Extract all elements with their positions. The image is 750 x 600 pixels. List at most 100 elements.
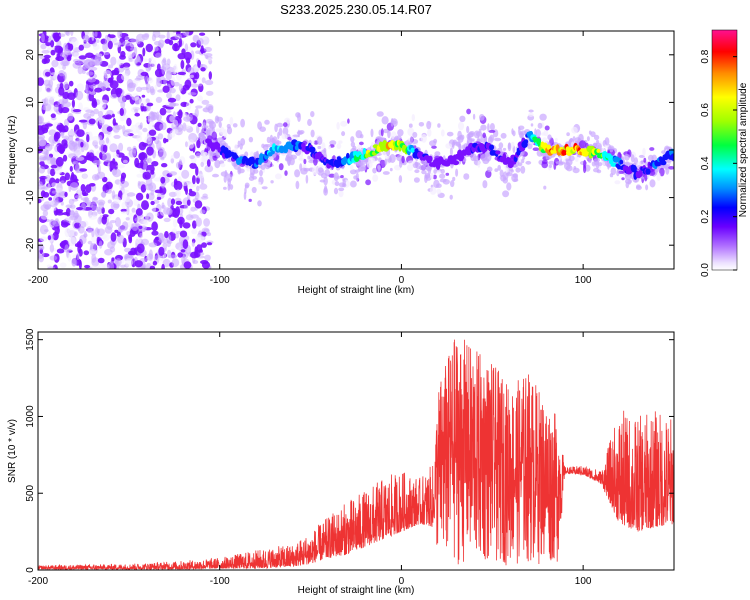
heatmap-cell: [158, 34, 166, 39]
heatmap-cell: [143, 162, 147, 171]
heatmap-cell: [141, 238, 149, 246]
heatmap-cell: [91, 227, 95, 238]
heatmap-cell: [149, 265, 156, 269]
heatmap-cell: [350, 180, 357, 188]
heatmap-cell: [60, 180, 65, 185]
heatmap-cell: [609, 146, 614, 153]
heatmap-cell: [372, 167, 377, 174]
heatmap-cell: [196, 124, 200, 134]
heatmap-cell: [295, 180, 300, 190]
heatmap-cell: [198, 83, 203, 87]
heatmap-cell: [71, 99, 75, 108]
heatmap-cell: [498, 142, 504, 149]
heatmap-cell: [126, 192, 136, 197]
heatmap-cell: [74, 231, 78, 237]
heatmap-cell: [596, 169, 602, 174]
heatmap-cell: [131, 207, 136, 213]
heatmap-cell: [83, 141, 89, 151]
heatmap-cell: [578, 140, 587, 149]
heatmap-cell: [70, 38, 79, 48]
heatmap-cell: [547, 134, 552, 140]
heatmap-cell: [240, 118, 246, 128]
heatmap-cell: [200, 45, 204, 55]
heatmap-cell: [86, 71, 94, 76]
heatmap-cell: [413, 177, 420, 183]
heatmap-cell: [195, 166, 199, 176]
heatmap-cell: [110, 232, 117, 242]
heatmap-cell: [64, 51, 73, 55]
heatmap-cell: [65, 31, 71, 37]
heatmap-cell: [548, 160, 555, 165]
heatmap-cell: [488, 129, 496, 133]
heatmap-cell: [238, 168, 245, 174]
heatmap-cell: [398, 175, 403, 183]
heatmap-cell: [167, 249, 172, 258]
heatmap-cell: [178, 83, 183, 92]
heatmap-cell: [593, 134, 600, 141]
heatmap-cell: [43, 103, 52, 112]
heatmap-cell: [203, 151, 207, 156]
y-tick-label: 10: [25, 96, 36, 108]
heatmap-cell: [54, 131, 61, 140]
heatmap-cell: [154, 84, 158, 92]
heatmap-cell: [592, 143, 598, 146]
heatmap-cell: [651, 154, 657, 162]
x-tick-label: 100: [575, 576, 592, 587]
y-tick-label: -10: [25, 190, 36, 205]
heatmap-cell: [555, 137, 558, 142]
heatmap-cell: [260, 165, 266, 170]
colorbar-tick-label: 0.4: [700, 156, 711, 170]
heatmap-cell: [116, 164, 125, 169]
heatmap-cell: [136, 135, 142, 142]
heatmap-cell: [109, 143, 118, 153]
heatmap-cell: [298, 157, 306, 161]
heatmap-cell: [151, 221, 158, 232]
heatmap-cell: [38, 116, 43, 125]
heatmap-cell: [452, 139, 457, 144]
heatmap-cell: [191, 229, 198, 235]
heatmap-cell: [138, 97, 147, 107]
heatmap-cell: [220, 163, 226, 168]
heatmap-cell: [204, 54, 209, 59]
heatmap-cell: [244, 182, 250, 188]
heatmap-cell: [140, 184, 147, 193]
heatmap-cell: [132, 145, 137, 154]
heatmap-cell: [154, 189, 164, 194]
heatmap-cell: [112, 152, 119, 159]
heatmap-cell: [207, 105, 214, 114]
heatmap-cell: [419, 164, 427, 171]
heatmap-cell: [118, 225, 128, 231]
heatmap-cell: [60, 106, 70, 114]
heatmap-cell: [163, 137, 167, 144]
heatmap-cell: [53, 104, 59, 113]
heatmap-cell: [656, 172, 661, 181]
heatmap-cell: [261, 186, 268, 190]
heatmap-cell: [69, 182, 79, 191]
heatmap-cell: [261, 143, 265, 149]
heatmap-cell: [152, 260, 158, 266]
heatmap-cell: [92, 159, 102, 166]
heatmap-cell: [142, 47, 146, 57]
heatmap-cell: [97, 164, 101, 174]
y-tick-label: 1500: [25, 328, 36, 351]
heatmap-cell: [134, 59, 138, 65]
heatmap-cell: [432, 174, 437, 180]
heatmap-cell: [146, 193, 150, 200]
heatmap-cell: [220, 171, 229, 177]
heatmap-cell: [62, 222, 71, 226]
heatmap-cell: [532, 147, 540, 151]
heatmap-cell: [433, 169, 437, 174]
heatmap-cell: [77, 187, 81, 195]
heatmap-cell: [449, 147, 453, 156]
heatmap-cell: [156, 114, 162, 121]
heatmap-cell: [126, 51, 135, 58]
heatmap-cell: [124, 36, 130, 41]
heatmap-cell: [644, 174, 648, 182]
heatmap-cell: [555, 161, 563, 165]
heatmap-cell: [436, 188, 442, 195]
heatmap-cell: [98, 139, 105, 146]
heatmap-cell: [52, 206, 57, 211]
colorbar-tick-label: 0.8: [700, 49, 711, 63]
heatmap-cell: [219, 126, 225, 135]
heatmap-cell: [83, 233, 88, 238]
